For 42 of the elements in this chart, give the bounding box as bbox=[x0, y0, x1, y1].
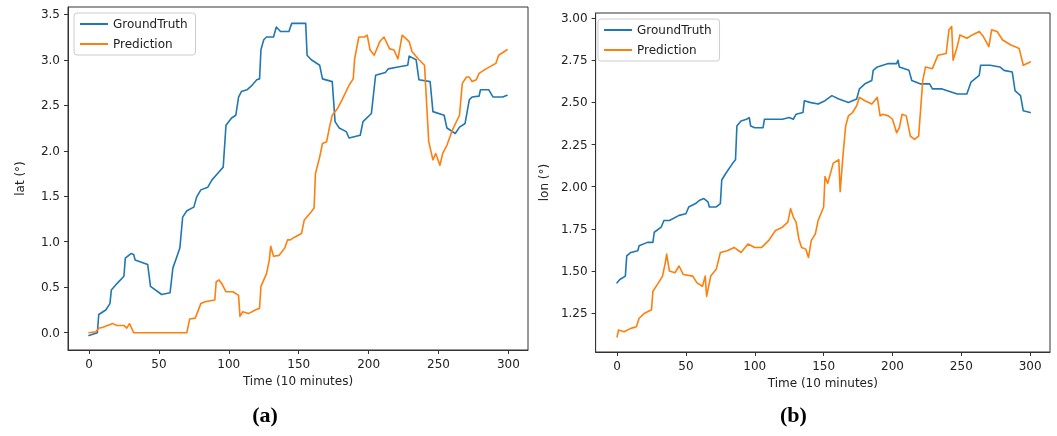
x-tick-label: 50 bbox=[678, 359, 694, 373]
x-tick-label: 0 bbox=[613, 359, 621, 373]
y-tick-label: 0.5 bbox=[40, 280, 60, 295]
y-tick-label: 2.5 bbox=[40, 98, 60, 113]
x-tick-label: 300 bbox=[1018, 359, 1042, 373]
y-tick-label: 3.00 bbox=[560, 11, 588, 26]
legend-label: GroundTruth bbox=[637, 23, 712, 37]
text: (b) bbox=[779, 402, 808, 428]
x-tick-label: 200 bbox=[357, 357, 381, 371]
x-tick-label: 250 bbox=[949, 359, 973, 373]
text: (a) bbox=[251, 402, 279, 428]
y-tick-label: 2.50 bbox=[560, 95, 588, 110]
x-tick-label: 100 bbox=[743, 359, 767, 373]
line-series bbox=[616, 59, 1031, 284]
y-tick-label: 2.75 bbox=[560, 53, 588, 68]
y-tick-label: 1.5 bbox=[40, 189, 60, 204]
y-tick-label: 3.5 bbox=[40, 7, 60, 22]
y-axis-title: lon (°) bbox=[537, 163, 551, 202]
y-tick-label: 2.0 bbox=[40, 143, 60, 158]
x-tick-label: 150 bbox=[287, 357, 311, 371]
y-tick-label: 3.0 bbox=[40, 52, 60, 67]
x-tick-label: 0 bbox=[85, 357, 93, 371]
legend-label: Prediction bbox=[113, 37, 173, 51]
y-tick-label: 1.0 bbox=[40, 234, 60, 249]
y-tick-label: 1.75 bbox=[560, 221, 588, 236]
x-axis-title: Time (10 minutes) bbox=[241, 373, 354, 388]
y-tick-label: 2.25 bbox=[560, 137, 588, 152]
x-tick-label: 300 bbox=[496, 357, 520, 371]
x-tick-label: 200 bbox=[881, 359, 904, 373]
x-axis-title: Time (10 minutes) bbox=[766, 375, 878, 390]
x-tick-label: 100 bbox=[217, 357, 241, 371]
x-tick-label: 150 bbox=[812, 359, 836, 373]
y-tick-label: 0.0 bbox=[40, 325, 60, 340]
x-tick-label: 50 bbox=[151, 357, 167, 371]
line-series bbox=[616, 25, 1031, 338]
legend-label: GroundTruth bbox=[113, 17, 188, 31]
y-tick-label: 1.25 bbox=[560, 306, 588, 321]
y-tick-label: 1.50 bbox=[560, 264, 588, 279]
legend-label: Prediction bbox=[637, 43, 697, 57]
x-tick-label: 250 bbox=[427, 357, 450, 371]
y-axis-title: lat (°) bbox=[13, 161, 27, 196]
y-tick-label: 2.00 bbox=[560, 179, 588, 194]
